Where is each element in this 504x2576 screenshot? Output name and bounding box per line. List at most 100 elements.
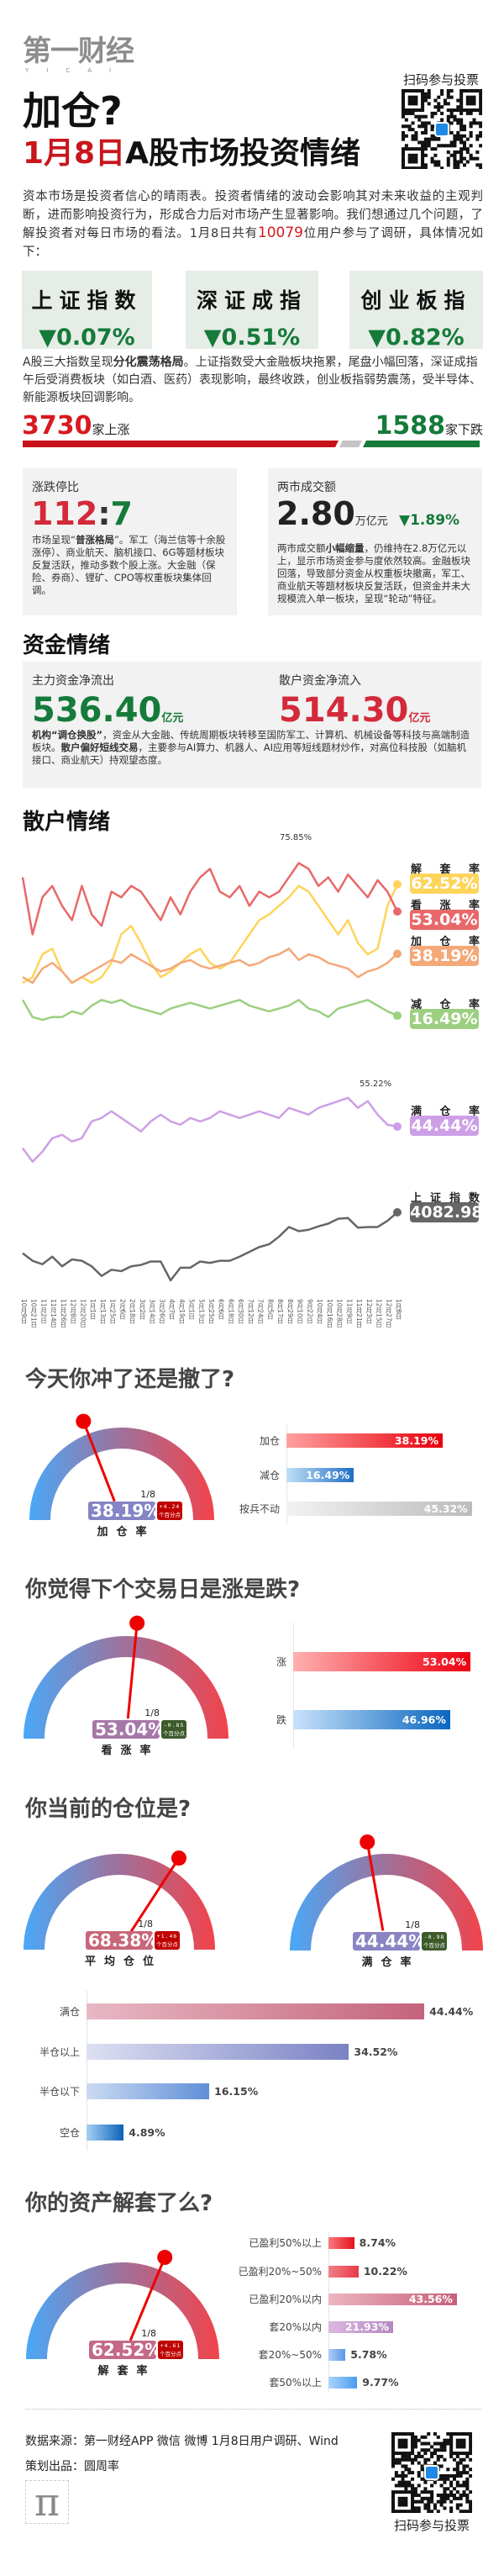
series-line-1 [21,862,399,936]
qr-module [411,153,415,157]
qr-module [440,105,444,109]
legend-label: 加仓率 [411,932,480,948]
qr-module [453,108,457,113]
qr-module [404,2490,408,2494]
main-funds-amount: 536.40 [32,691,162,730]
breadth-bar-up [23,441,339,447]
qr-module [401,2445,405,2449]
qr-module [446,2477,450,2481]
qr-module [411,95,415,99]
qr-module [427,2448,431,2452]
qr-module [401,2490,405,2494]
gauge-date: 1/8 [405,1919,420,1930]
turnover-change: ▼1.89% [399,512,460,529]
qr-module [414,108,418,113]
legend-char: 率 [468,999,480,1011]
qr-module [394,2457,398,2462]
qr-code[interactable] [402,89,482,169]
qr-module [462,2441,466,2446]
qr-module [413,2487,417,2491]
qr-module [420,2448,424,2452]
qr-module [433,2452,437,2456]
summary-highlight: 分化震荡格局 [113,356,184,369]
main-funds: 主力资金净流出 536.40亿元 [32,672,183,736]
qr-module [397,2452,402,2456]
qr-module [443,144,447,148]
x-axis-date-label: 3月26日 [158,1299,166,1324]
qr-module [446,92,450,96]
qr-module [459,156,464,161]
index-change: ▼0.82% [368,325,465,351]
legend-char: 上 [411,1192,423,1205]
card-description: 两市成交额小幅缩量，仍维持在2.8万亿元以上，显示市场资金参与度依然较高。金融板… [277,542,473,605]
qr-module [453,114,457,119]
qr-module [459,2471,463,2475]
qr-module [449,2438,454,2442]
desc-text: 市场呈现“ [32,534,76,546]
qr-module [407,89,412,93]
qr-module [423,95,428,99]
qr-module [401,2452,405,2456]
qr-module [402,105,406,109]
qr-module [414,160,418,164]
series-line-0 [21,1096,398,1164]
qr-module [459,134,464,138]
qr-module [455,2454,459,2458]
q4-title: 你的资产解套了么? [25,2191,213,2216]
qr-module [465,2480,470,2484]
series-line-0 [22,1211,398,1282]
qr-module [401,2510,405,2513]
bar-label: 加仓 [259,1434,280,1447]
qr-module [455,2438,459,2442]
qr-module [456,134,460,138]
qr-module [427,102,431,106]
limit-up-count: 112 [31,495,98,532]
qr-module [391,2452,396,2456]
qr-module [456,160,460,164]
qr-module [465,147,470,151]
bar-label: 已盈利20%~50% [238,2266,322,2278]
qr-module [397,2432,402,2436]
qr-module [404,144,408,148]
qr-module [397,2461,402,2465]
funds-title: 资金情绪 [23,633,111,658]
legend-value-box: 44.44% [410,1116,479,1136]
qr-module [469,111,473,115]
qr-module [404,166,408,169]
qr-module [401,2503,405,2507]
qr-module [437,144,441,148]
retail-funds-amount: 514.30 [279,691,409,730]
qr-module [443,2480,447,2484]
qr-module [404,2480,408,2484]
qr-module [423,114,428,119]
qr-module [391,2438,396,2442]
qr-module [469,95,473,99]
qr-module [414,153,418,157]
qr-module [443,102,447,106]
gauge-change-value: +1.46 [156,1933,178,1940]
qr-module [462,128,466,132]
qr-module [397,2503,402,2507]
qr-module [391,2435,396,2439]
qr-module [462,2490,466,2494]
x-axis-date-label: 5月1日 [187,1299,196,1320]
qr-module [430,137,434,141]
qr-module [417,166,422,169]
qr-module [417,2438,421,2442]
qr-module [439,2445,444,2449]
gauge-label: 平均仓位 [84,1956,162,1968]
qr-module [414,166,418,169]
retail-funds: 散户资金净流入 514.30亿元 [279,672,430,736]
qr-module [411,166,415,169]
qr-module [479,92,482,96]
legend-char: 解 [411,863,423,876]
qr-module [469,2432,472,2436]
qr-module [465,2499,470,2504]
qr-module [459,2445,463,2449]
qr-module [459,2452,463,2456]
gauge-label: 满仓率 [361,1956,420,1969]
qr-code-footer[interactable] [391,2432,472,2513]
qr-module [453,118,457,122]
qr-module [459,147,464,151]
advancers-count: 3730 [22,411,92,441]
